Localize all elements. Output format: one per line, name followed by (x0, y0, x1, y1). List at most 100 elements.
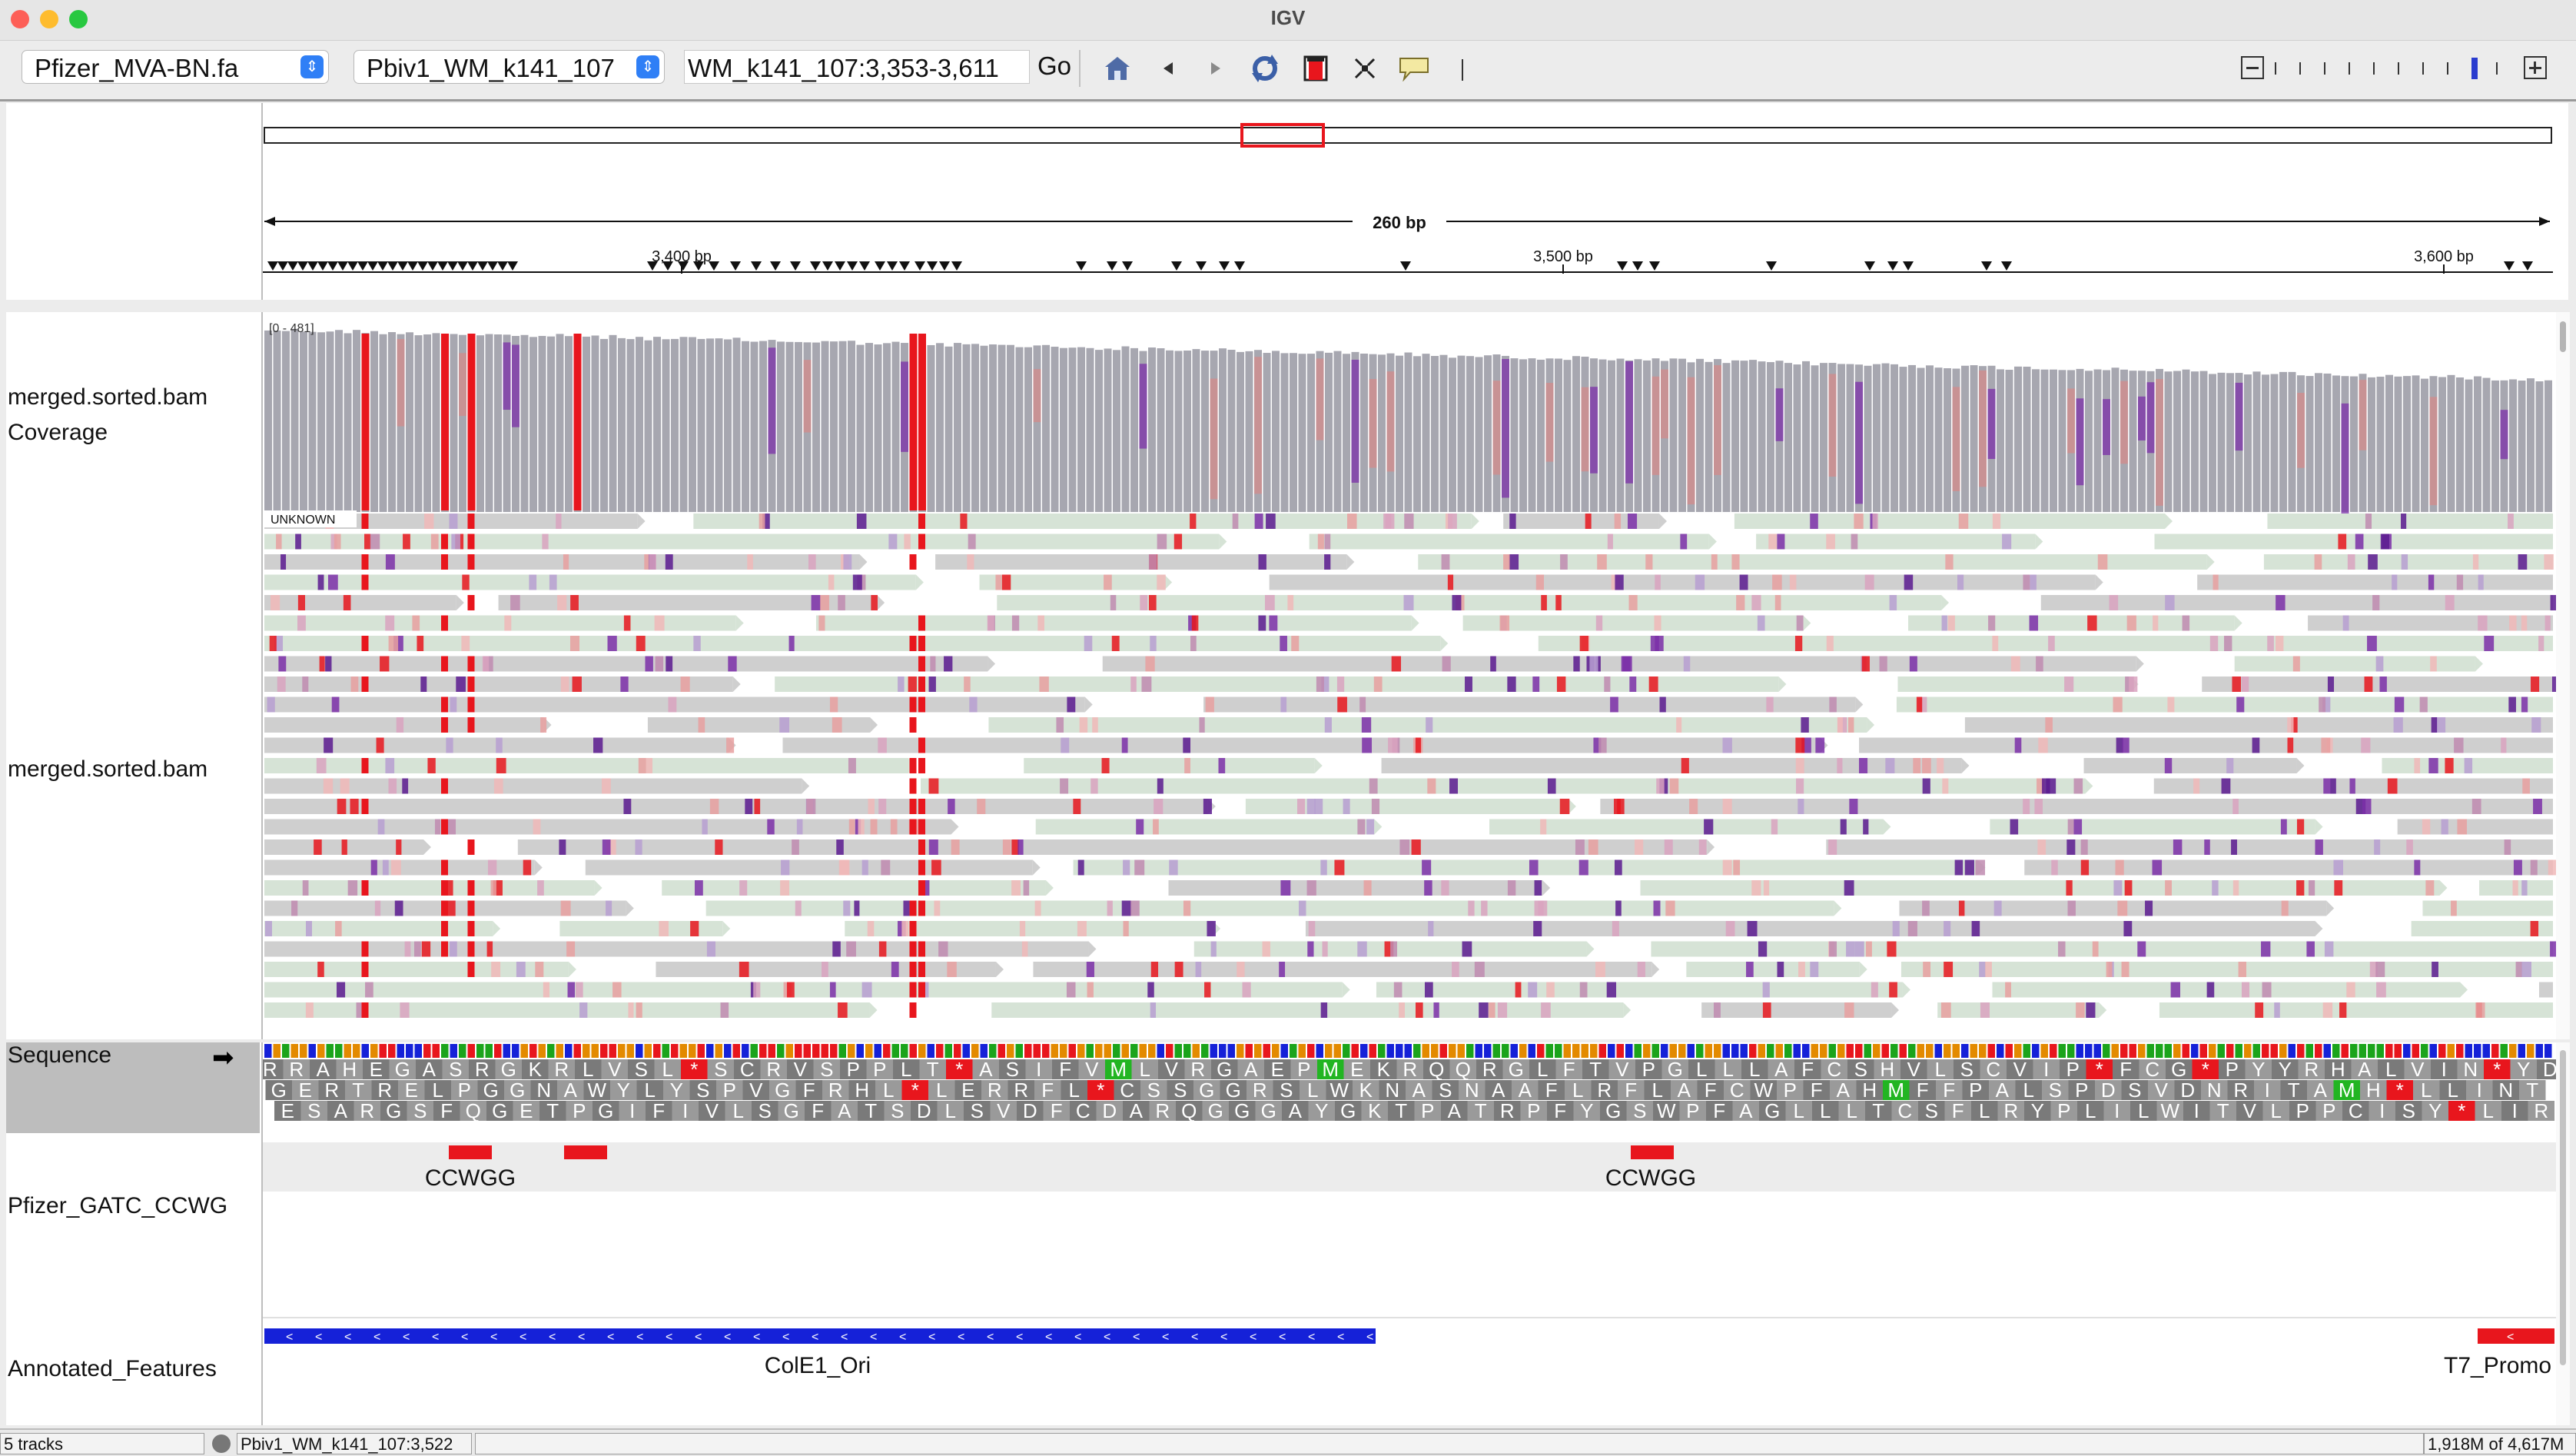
coverage-mismatch (512, 344, 520, 427)
chromosome-selector[interactable]: Pbiv1_WM_k141_107 ⇕ (354, 50, 665, 84)
arrow-right-icon[interactable]: ➡ (212, 1043, 234, 1072)
feature-view[interactable]: R R A H E G A S R G K R L V S L * S C R V S P P L T * A S I F V M L V R G A E P… (257, 1042, 2564, 1425)
base (1024, 1044, 1032, 1058)
coverage-track-name[interactable]: merged.sorted.bam Coverage (8, 384, 208, 445)
base (2376, 1044, 2384, 1058)
site-marker (662, 261, 673, 271)
motif-feature[interactable] (1631, 1145, 1674, 1159)
data-panel-scrollbar[interactable] (2556, 312, 2570, 1039)
alignment-view[interactable]: [0 - 481] UNKNOWN (263, 312, 2560, 1039)
motif-feature[interactable] (564, 1145, 607, 1159)
coverage-bar (2209, 374, 2216, 512)
read-mismatch (1722, 799, 1732, 814)
read (1245, 799, 1569, 814)
read-mismatch (930, 656, 936, 672)
base (2403, 1044, 2411, 1058)
codon (2325, 1059, 2352, 1079)
feature-panel-scrollbar[interactable] (2556, 1042, 2570, 1425)
base (2032, 1044, 2040, 1058)
zoom-window-button[interactable] (69, 10, 88, 28)
codon (1565, 1080, 1592, 1100)
base (2447, 1044, 2455, 1058)
zoom-in-button[interactable] (2524, 56, 2547, 79)
forward-arrow-icon[interactable] (1199, 53, 1233, 84)
amino-acid: G (1605, 1099, 1621, 1122)
feature-panel[interactable]: R R A H E G A S R G K R L V S L * S C R V S P P L T * A S I F V M L V R G A E P… (257, 1042, 2564, 1425)
status-bar: 5 tracks Pbiv1_WM_k141_107:3,522 1,918M … (0, 1428, 2576, 1456)
codon (2192, 1059, 2219, 1079)
read-mismatch (1023, 880, 1030, 896)
resize-to-window-icon[interactable] (1299, 53, 1333, 84)
read-mismatch (2521, 696, 2528, 713)
data-panel[interactable]: [0 - 481] UNKNOWN (263, 312, 2560, 1039)
read (1897, 676, 2131, 692)
coverage-bar (2032, 369, 2040, 512)
read-mismatch (1515, 982, 1522, 998)
codon (1220, 1080, 1247, 1100)
ruler-panel[interactable]: 260 bp 3,400 bp 3,500 bp 3,600 bp (263, 103, 2568, 300)
read-mismatch (1837, 717, 1843, 733)
zoom-slider[interactable] (2275, 58, 2513, 79)
home-icon[interactable] (1100, 53, 1134, 84)
alignment-track-name[interactable]: merged.sorted.bam (8, 756, 208, 782)
site-marker (437, 261, 448, 271)
read-mismatch (1205, 696, 1214, 713)
minimize-window-button[interactable] (40, 10, 58, 28)
coverage-bar (759, 341, 767, 512)
genome-selector[interactable]: Pfizer_MVA-BN.fa ⇕ (22, 50, 329, 84)
ruler: 260 bp 3,400 bp 3,500 bp 3,600 bp (263, 123, 2553, 274)
amino-acid: R (1253, 1079, 1267, 1102)
annotation-feature-t7[interactable] (2478, 1328, 2554, 1344)
codon (363, 1059, 390, 1079)
codon (1061, 1080, 1087, 1100)
coverage-mismatch (1369, 379, 1377, 468)
read (1305, 921, 2315, 936)
alignment-track[interactable] (264, 514, 2560, 1018)
read-mismatch (1509, 514, 1516, 529)
amino-acid: G (1226, 1079, 1241, 1102)
codon (1997, 1101, 2024, 1121)
read (845, 921, 1213, 936)
current-region-box[interactable] (1240, 123, 1325, 148)
read-mismatch (1704, 819, 1714, 835)
motif-feature[interactable] (449, 1145, 492, 1159)
read-mismatch (2322, 1002, 2333, 1018)
back-arrow-icon[interactable] (1151, 53, 1185, 84)
amino-acid: F (1059, 1058, 1071, 1081)
read-strand-arrow (534, 859, 543, 876)
read-mismatch (1722, 859, 1732, 876)
coverage-bar (290, 328, 299, 512)
popup-text-icon[interactable] (1397, 53, 1431, 84)
locus-input[interactable]: WM_k141_107:3,353-3,611 (684, 50, 1030, 84)
annotation-track-name[interactable]: Annotated_Features (8, 1356, 217, 1381)
read-snp (467, 696, 475, 713)
amino-acid: E (520, 1099, 533, 1122)
amino-acid: G (1217, 1058, 1232, 1081)
read-mismatch (2414, 859, 2421, 876)
record-icon[interactable] (212, 1434, 231, 1453)
amino-acid: E (281, 1099, 294, 1122)
read-mismatch (572, 676, 582, 692)
go-button[interactable]: Go (1037, 52, 1072, 80)
read-mismatch (947, 962, 957, 977)
read-mismatch (2116, 737, 2123, 753)
base (353, 1044, 360, 1058)
amino-acid: Q (1456, 1058, 1471, 1081)
coverage-track[interactable] (264, 328, 2552, 526)
annotation-feature-cole1[interactable] (264, 1328, 1376, 1344)
codon (1370, 1059, 1397, 1079)
read-mismatch (1266, 514, 1276, 529)
read-mismatch (1107, 900, 1113, 916)
refresh-icon[interactable] (1248, 53, 1282, 84)
amino-acid: F (803, 1079, 815, 1102)
detail-behavior-icon[interactable] (1348, 53, 1382, 84)
sequence-track-name[interactable]: Sequence (8, 1042, 112, 1068)
codon (919, 1059, 946, 1079)
coverage-bar (1669, 358, 1678, 512)
zoom-out-button[interactable] (2241, 56, 2264, 79)
motif-track-name[interactable]: Pfizer_GATC_CCWG (8, 1193, 228, 1218)
read-mismatch (987, 615, 994, 631)
base (2209, 1044, 2216, 1058)
close-window-button[interactable] (11, 10, 29, 28)
read-mismatch (2023, 799, 2030, 814)
